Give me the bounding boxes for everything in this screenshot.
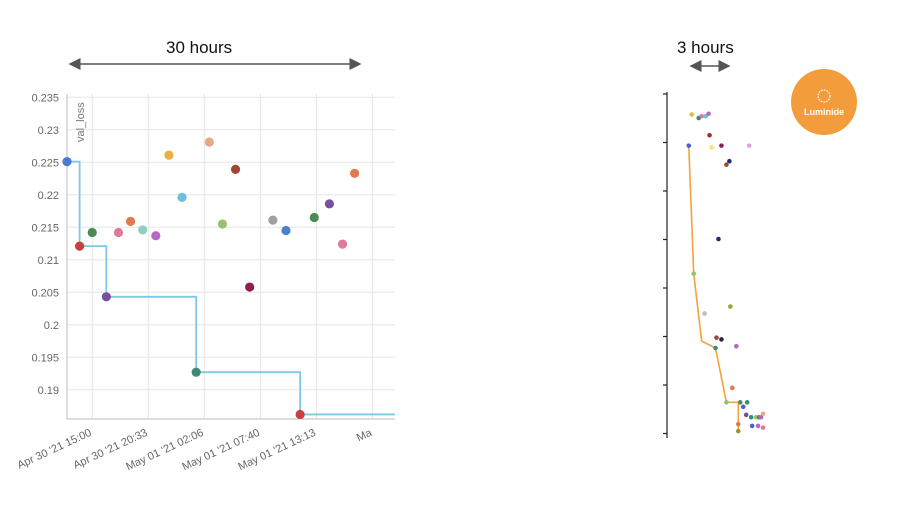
x-tick-label: Ma	[355, 426, 375, 444]
data-point	[737, 400, 743, 405]
logo-ring-icon	[817, 88, 831, 103]
y-tick-label: 0.22	[38, 190, 59, 202]
data-point	[749, 423, 755, 429]
data-point	[719, 143, 724, 148]
left-chart-ylabel: val_loss	[75, 102, 87, 142]
data-point	[230, 164, 241, 174]
data-point	[309, 212, 319, 223]
data-point	[760, 425, 766, 430]
data-point	[87, 227, 97, 238]
data-point	[281, 225, 291, 236]
left-chart-grid	[67, 94, 395, 419]
data-point	[702, 311, 707, 316]
y-tick-label: 0.21	[38, 255, 59, 267]
data-point	[707, 132, 712, 138]
right-duration-label: 3 hours	[677, 38, 734, 57]
data-point	[337, 239, 348, 249]
data-point	[744, 400, 750, 405]
data-point	[324, 199, 334, 209]
data-point	[75, 241, 85, 251]
data-point	[735, 428, 741, 434]
data-point	[719, 337, 724, 342]
data-point	[706, 111, 711, 117]
data-point	[734, 344, 739, 349]
data-point	[743, 412, 749, 418]
y-tick-label: 0.215	[31, 222, 59, 234]
data-point	[62, 157, 72, 167]
left-best-so-far-line	[67, 160, 395, 416]
data-point	[113, 227, 124, 238]
data-point	[350, 168, 360, 178]
data-point	[138, 225, 148, 235]
right-chart-axes	[663, 92, 668, 438]
y-tick-label: 0.23	[38, 125, 59, 137]
data-point	[716, 236, 721, 242]
data-point	[755, 423, 761, 429]
data-point	[714, 335, 719, 340]
y-tick-label: 0.225	[31, 157, 59, 169]
data-point	[217, 219, 228, 229]
left-chart-axes	[66, 94, 395, 420]
data-point	[101, 292, 111, 302]
data-point	[760, 411, 766, 417]
logo-text: Luminide	[804, 106, 844, 117]
data-point	[730, 385, 735, 391]
data-point	[691, 271, 697, 276]
y-tick-label: 0.19	[38, 385, 59, 397]
data-point	[699, 113, 704, 119]
data-point	[268, 215, 278, 225]
data-point	[724, 162, 729, 167]
data-point	[295, 409, 305, 420]
y-tick-label: 0.235	[31, 92, 59, 104]
data-point	[177, 192, 187, 202]
data-point	[727, 158, 732, 164]
data-point	[191, 367, 201, 377]
right-chart	[663, 92, 766, 438]
left-chart-points	[62, 137, 360, 420]
data-point	[164, 150, 174, 160]
data-point	[151, 231, 161, 241]
data-point	[746, 143, 752, 148]
data-point	[728, 304, 733, 309]
data-point	[125, 216, 136, 226]
y-tick-label: 0.2	[44, 320, 59, 332]
data-point	[204, 137, 214, 147]
right-chart-points	[686, 111, 766, 434]
y-tick-label: 0.205	[31, 287, 59, 299]
left-duration-label: 30 hours	[166, 38, 233, 57]
data-point	[709, 145, 714, 150]
y-tick-label: 0.195	[31, 352, 59, 364]
data-point	[713, 345, 718, 351]
data-point	[689, 112, 695, 117]
data-point	[758, 414, 764, 420]
data-point	[686, 143, 692, 148]
left-chart: val_loss 0.2350.230.2250.220.2150.210.20…	[16, 92, 395, 473]
data-point	[740, 404, 746, 410]
data-point	[735, 421, 741, 427]
left-chart-tick-labels: 0.235 0.23 0.225 0.22 0.215 0.21 0.205 0.2 0.195…	[16, 92, 375, 473]
data-point	[748, 414, 754, 420]
data-point	[245, 282, 255, 292]
luminide-logo: Luminide	[791, 69, 857, 135]
data-point	[724, 400, 729, 405]
